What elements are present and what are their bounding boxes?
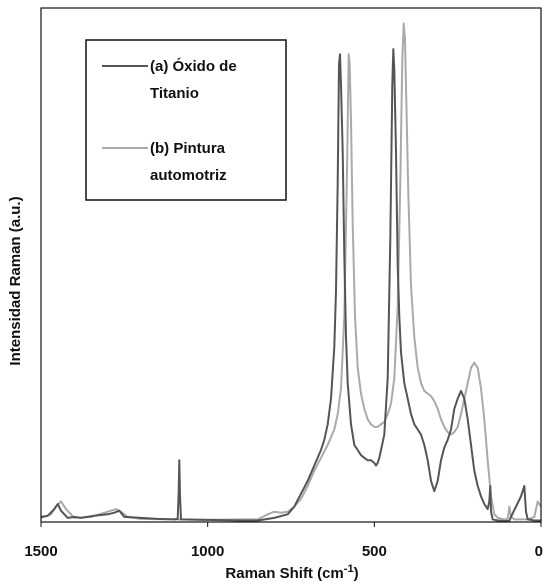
legend-label-a: (a) Óxido de xyxy=(150,57,237,75)
x-tick-label: 500 xyxy=(362,543,387,560)
x-tick-label: 1500 xyxy=(24,543,57,560)
series-line-oxido-de-titanio xyxy=(40,48,541,522)
x-tick-label: 0 xyxy=(535,543,543,560)
legend-label-b-cont: automotriz xyxy=(150,167,227,184)
series-layer xyxy=(40,22,542,522)
y-axis-label: Intensidad Raman (a.u.) xyxy=(7,196,24,365)
plot-frame xyxy=(40,7,542,523)
x-ticks: 1500 1000 500 0 xyxy=(24,522,543,560)
legend: (a) Óxido de Titanio (b) Pintura automot… xyxy=(85,39,287,201)
series-line-pintura-automotriz xyxy=(40,22,542,521)
x-tick-label: 1000 xyxy=(191,543,224,560)
x-axis-label: Raman Shift (cm-1) xyxy=(225,563,358,582)
legend-box xyxy=(85,39,287,201)
legend-label-a-cont: Titanio xyxy=(150,85,199,102)
legend-label-b: (b) Pintura xyxy=(150,140,226,157)
